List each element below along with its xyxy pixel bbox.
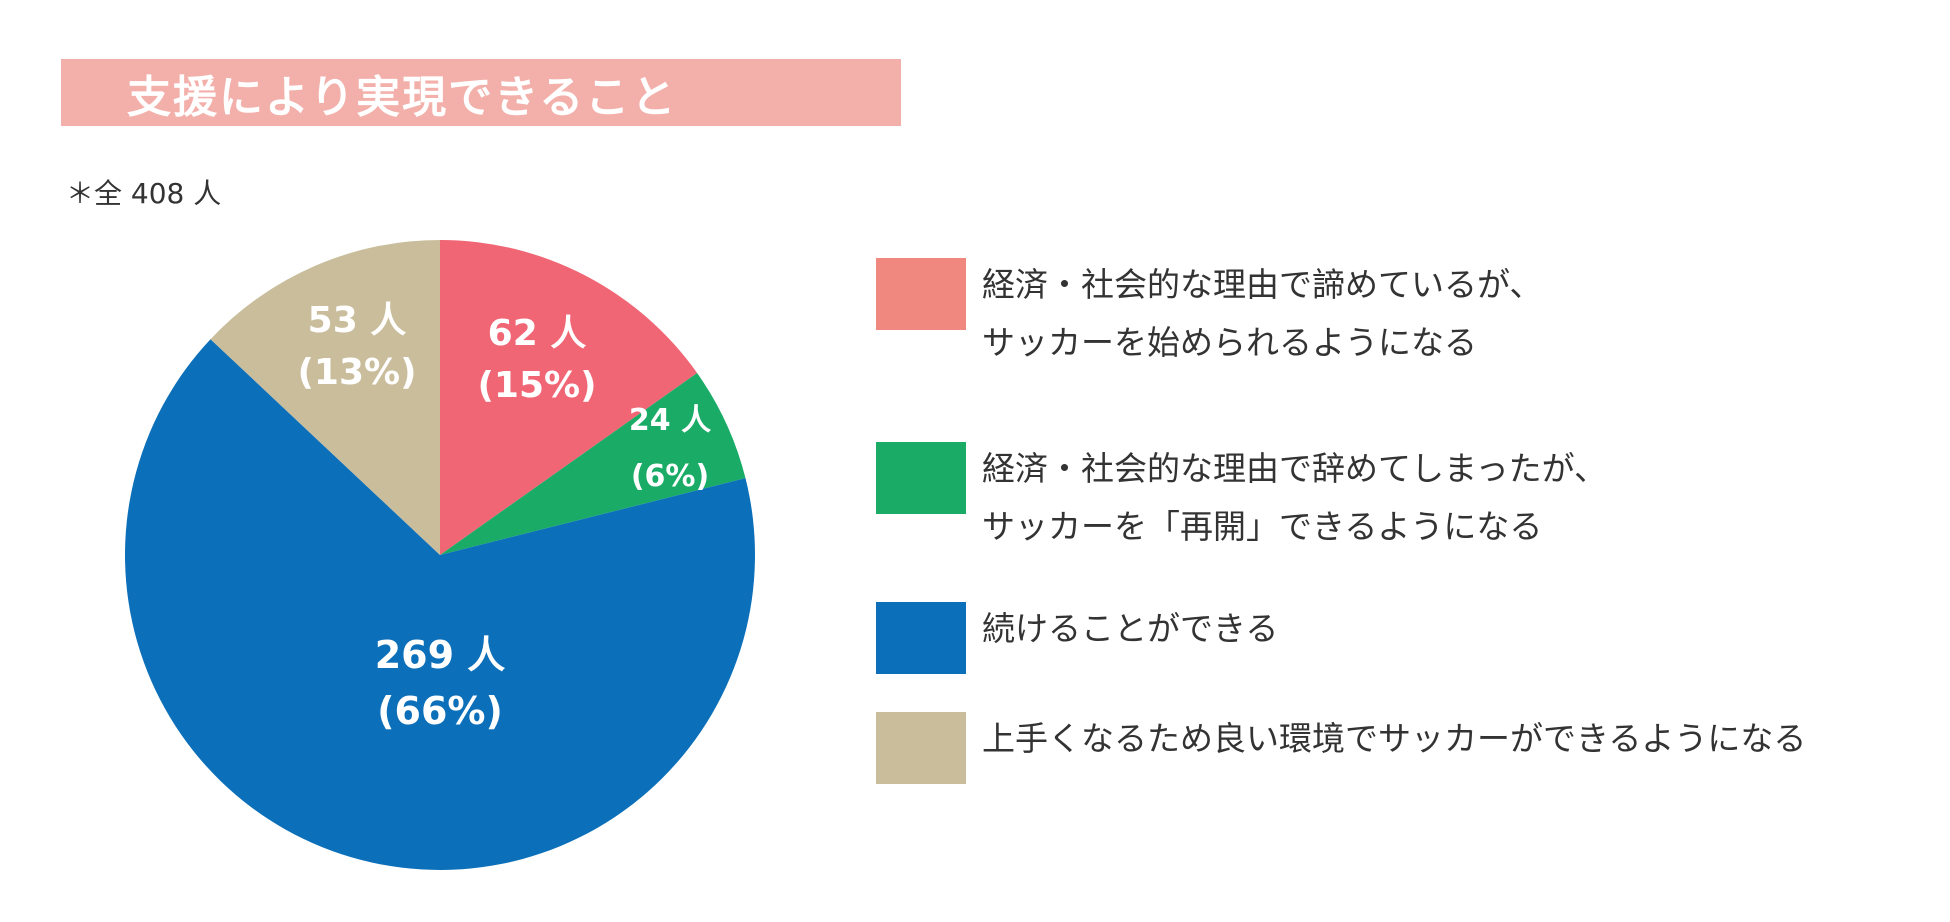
legend-label-4: 上手くなるため良い環境でサッカーができるようになる [982,710,1806,768]
total-note: ＊全 408 人 [66,177,222,210]
slice-percent-label-2: (6%) [631,459,709,494]
slice-count-label-1: 62 人 [488,313,587,354]
legend-label-line: サッカーを「再開」できるようになる [982,507,1543,546]
title-bar: 支援により実現できること [61,59,901,126]
legend-item-1: 経済・社会的な理由で諦めているが、 サッカーを始められるようになる [876,258,1542,372]
legend-label-3: 続けることができる [982,600,1278,658]
legend-swatch-4 [876,712,966,784]
slice-count-label-2: 24 人 [629,403,711,438]
legend-item-4: 上手くなるため良い環境でサッカーができるようになる [876,712,1806,784]
slice-percent-label-4: (13%) [297,352,416,393]
legend-swatch-3 [876,602,966,674]
chart-title: 支援により実現できること [127,71,678,123]
pie-slice-1 [440,240,698,555]
pie-slice-2 [440,373,746,555]
legend-item-3: 続けることができる [876,602,1278,674]
slice-percent-label-3: (66%) [377,689,503,733]
slice-count-label-4: 53 人 [308,300,407,341]
pie-slice-3 [125,339,756,871]
legend-label-1: 経済・社会的な理由で諦めているが、 サッカーを始められるようになる [982,256,1542,372]
pie-slice-4 [210,239,440,555]
legend-swatch-1 [876,258,966,330]
slice-count-label-3: 269 人 [375,633,506,677]
legend-label-line: 経済・社会的な理由で辞めてしまったが、 [982,449,1608,488]
legend-label-line: 上手くなるため良い環境でサッカーができるようになる [982,719,1807,758]
legend-item-2: 経済・社会的な理由で辞めてしまったが、 サッカーを「再開」できるようになる [876,442,1607,556]
legend-label-line: 続けることができる [982,609,1279,648]
legend-label-2: 経済・社会的な理由で辞めてしまったが、 サッカーを「再開」できるようになる [982,440,1607,556]
slice-percent-label-1: (15%) [477,365,596,406]
legend-swatch-2 [876,442,966,514]
legend-label-line: サッカーを始められるようになる [982,323,1477,362]
legend-label-line: 経済・社会的な理由で諦めているが、 [982,265,1543,304]
